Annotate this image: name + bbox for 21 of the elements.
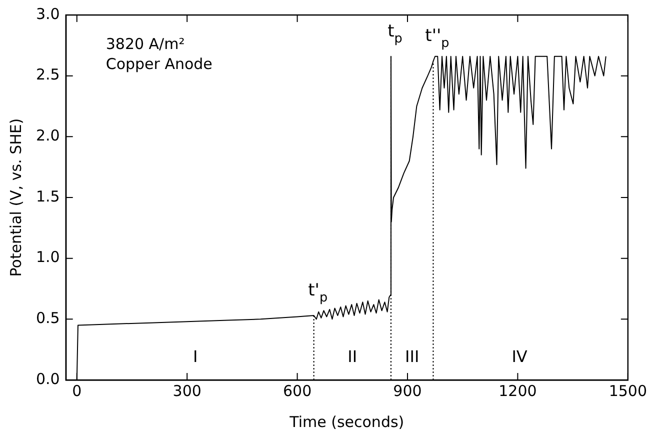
- annotation: III: [405, 347, 420, 366]
- x-tick-label: 0: [72, 382, 82, 400]
- y-axis-title: Potential (V, vs. SHE): [6, 118, 25, 277]
- x-tick-label: 1200: [498, 382, 537, 400]
- x-axis-title: Time (seconds): [288, 412, 404, 431]
- x-tick-label: 300: [172, 382, 202, 400]
- x-tick-label: 900: [393, 382, 422, 400]
- annotation: II: [348, 347, 358, 366]
- y-tick-label: 2.5: [36, 66, 60, 84]
- y-tick-label: 2.0: [36, 126, 60, 145]
- y-tick-label: 1.0: [36, 248, 60, 266]
- y-tick-label: 0.0: [36, 370, 60, 388]
- x-tick-label: 600: [282, 382, 312, 400]
- annotation: Copper Anode: [106, 55, 212, 73]
- y-tick-label: 1.5: [36, 187, 60, 206]
- annotation: IV: [512, 347, 528, 366]
- x-tick-label: 1500: [608, 382, 648, 400]
- y-tick-label: 3.0: [36, 4, 60, 23]
- y-tick-label: 0.5: [36, 309, 60, 328]
- annotation: 3820 A/m²: [106, 35, 185, 53]
- annotation: I: [192, 347, 198, 366]
